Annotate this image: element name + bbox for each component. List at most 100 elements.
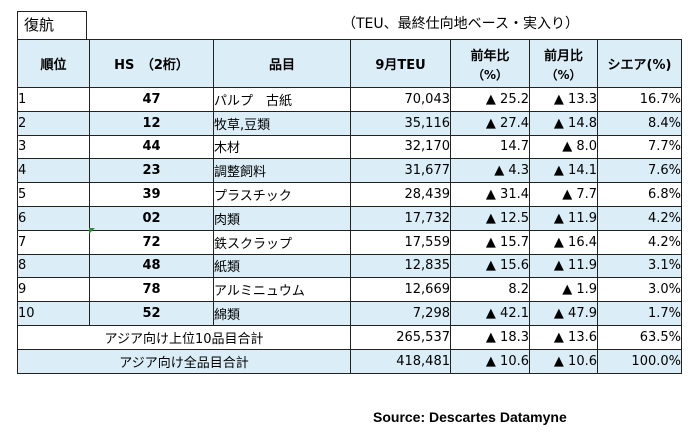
header-rank: 順位: [17, 39, 90, 88]
teu-cell: 31,677: [350, 158, 451, 184]
total-yoy-cell: ▲ 18.3: [450, 324, 530, 350]
total-label-cell: アジア向け上位10品目合計: [17, 324, 351, 350]
mom-cell: ▲ 7.7: [529, 182, 598, 207]
mom-cell: ▲ 16.4: [529, 229, 598, 255]
yoy-cell: ▲ 4.3: [450, 158, 530, 184]
rank-cell: 3: [17, 134, 90, 160]
table-row: 6 02 肉類 17,732 ▲ 12.5 ▲ 11.9 4.2%: [17, 205, 682, 231]
hs-code-cell: 23: [89, 158, 214, 184]
yoy-cell: ▲ 31.4: [450, 182, 530, 207]
header-mom-unit: （%）: [545, 67, 582, 82]
header-yoy-unit: （%）: [471, 67, 509, 82]
share-cell: 3.0%: [597, 277, 682, 303]
teu-cell: 17,559: [350, 229, 451, 255]
mom-cell: ▲ 11.9: [529, 253, 598, 279]
rank-cell: 4: [17, 158, 90, 184]
table-row: 7 72 鉄スクラップ 17,559 ▲ 15.7 ▲ 16.4 4.2%: [17, 229, 682, 255]
mom-cell: ▲ 47.9: [529, 301, 598, 326]
teu-cell: 7,298: [350, 301, 451, 326]
teu-cell: 12,835: [350, 253, 451, 279]
item-cell: プラスチック: [213, 182, 351, 207]
yoy-cell: ▲ 15.6: [450, 253, 530, 279]
hs-code-cell: 12: [89, 110, 214, 136]
share-cell: 1.7%: [597, 301, 682, 326]
hs-code-cell: 52: [89, 301, 214, 326]
rank-cell: 2: [17, 110, 90, 136]
header-item: 品目: [213, 39, 351, 88]
header-mom: 前月比 （%）: [529, 39, 598, 88]
share-cell: 8.4%: [597, 110, 682, 136]
rank-cell: 6: [17, 205, 90, 231]
table-row: 4 23 調整飼料 31,677 ▲ 4.3 ▲ 14.1 7.6%: [17, 158, 682, 184]
header-mom-label: 前月比: [543, 48, 583, 64]
rank-cell: 10: [17, 301, 90, 326]
teu-cell: 32,170: [350, 134, 451, 160]
item-cell: 調整飼料: [213, 158, 351, 184]
header-teu: 9月TEU: [350, 39, 451, 88]
hs-code-cell: 44: [89, 134, 214, 160]
header-share: シエア(%): [597, 39, 682, 88]
mom-cell: ▲ 13.3: [529, 87, 598, 112]
teu-cell: 12,669: [350, 277, 451, 303]
yoy-cell: ▲ 15.7: [450, 229, 530, 255]
header-yoy-label: 前年比: [470, 48, 510, 64]
mom-cell: ▲ 14.1: [529, 158, 598, 184]
table-row: 5 39 プラスチック 28,439 ▲ 31.4 ▲ 7.7 6.8%: [17, 182, 682, 207]
table-body: 順位 HS （2桁） 品目 9月TEU 前年比 （%） 前月比 （%） シエア(…: [17, 39, 682, 374]
section-tag: 復航: [17, 11, 87, 39]
share-cell: 4.2%: [597, 229, 682, 255]
teu-cell: 17,732: [350, 205, 451, 231]
share-cell: 7.7%: [597, 134, 682, 160]
item-cell: 木材: [213, 134, 351, 160]
teu-cell: 70,043: [350, 87, 451, 112]
item-cell: 紙類: [213, 253, 351, 279]
total-row: アジア向け上位10品目合計 265,537 ▲ 18.3 ▲ 13.6 63.5%: [17, 324, 682, 350]
total-share-cell: 63.5%: [597, 324, 682, 350]
total-label-cell: アジア向け全品目合計: [17, 348, 351, 374]
yoy-cell: ▲ 42.1: [450, 301, 530, 326]
table-row: 3 44 木材 32,170 14.7 ▲ 8.0 7.7%: [17, 134, 682, 160]
total-row: アジア向け全品目合計 418,481 ▲ 10.6 ▲ 10.6 100.0%: [17, 348, 682, 374]
cell-comment-marker: [89, 228, 95, 234]
total-share-cell: 100.0%: [597, 348, 682, 374]
teu-cell: 35,116: [350, 110, 451, 136]
ranking-table: 順位 HS （2桁） 品目 9月TEU 前年比 （%） 前月比 （%） シエア(…: [17, 39, 682, 374]
table-row: 2 12 牧草,豆類 35,116 ▲ 27.4 ▲ 14.8 8.4%: [17, 110, 682, 136]
header-row: 順位 HS （2桁） 品目 9月TEU 前年比 （%） 前月比 （%） シエア(…: [17, 39, 682, 88]
rank-cell: 5: [17, 182, 90, 207]
yoy-cell: ▲ 27.4: [450, 110, 530, 136]
rank-cell: 9: [17, 277, 90, 303]
share-cell: 3.1%: [597, 253, 682, 279]
mom-cell: ▲ 1.9: [529, 277, 598, 303]
table-row: 10 52 綿類 7,298 ▲ 42.1 ▲ 47.9 1.7%: [17, 301, 682, 326]
item-cell: 牧草,豆類: [213, 110, 351, 136]
rank-cell: 7: [17, 229, 90, 255]
item-cell: パルプ 古紙: [213, 87, 351, 112]
yoy-cell: ▲ 25.2: [450, 87, 530, 112]
mom-cell: ▲ 8.0: [529, 134, 598, 160]
rank-cell: 1: [17, 87, 90, 112]
share-cell: 4.2%: [597, 205, 682, 231]
header-hs: HS （2桁）: [89, 39, 214, 88]
hs-code-cell: 47: [89, 87, 214, 112]
total-yoy-cell: ▲ 10.6: [450, 348, 530, 374]
total-teu-cell: 265,537: [350, 324, 451, 350]
hs-code-cell: 48: [89, 253, 214, 279]
source-note: Source: Descartes Datamyne: [373, 409, 567, 425]
yoy-cell: 14.7: [450, 134, 530, 160]
hs-code-cell: 72: [89, 229, 214, 255]
table-row: 8 48 紙類 12,835 ▲ 15.6 ▲ 11.9 3.1%: [17, 253, 682, 279]
total-teu-cell: 418,481: [350, 348, 451, 374]
item-cell: アルミニュウム: [213, 277, 351, 303]
teu-cell: 28,439: [350, 182, 451, 207]
total-mom-cell: ▲ 10.6: [529, 348, 598, 374]
yoy-cell: 8.2: [450, 277, 530, 303]
table-row: 9 78 アルミニュウム 12,669 8.2 ▲ 1.9 3.0%: [17, 277, 682, 303]
total-mom-cell: ▲ 13.6: [529, 324, 598, 350]
share-cell: 16.7%: [597, 87, 682, 112]
rank-cell: 8: [17, 253, 90, 279]
hs-code-cell: 39: [89, 182, 214, 207]
hs-code-cell: 02: [89, 205, 214, 231]
item-cell: 肉類: [213, 205, 351, 231]
unit-note: （TEU、最終仕向地ベース・実入り）: [342, 16, 579, 32]
